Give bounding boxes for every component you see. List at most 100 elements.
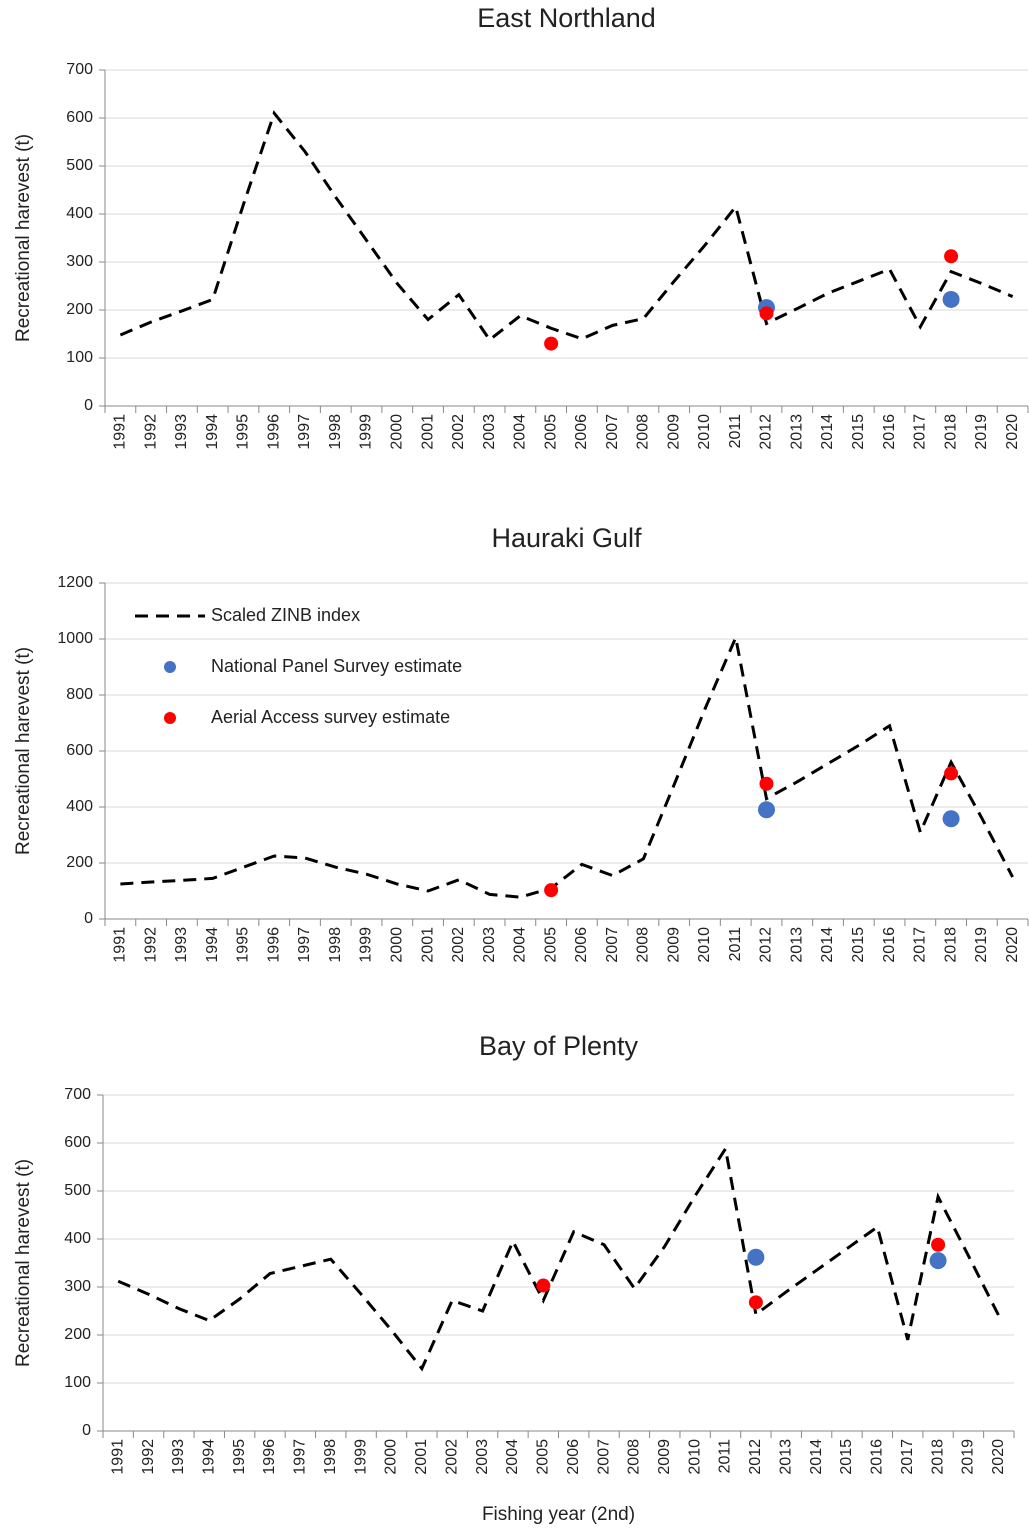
chart-title: East Northland — [477, 3, 656, 33]
y-tick-label: 600 — [66, 742, 93, 759]
series-point — [759, 776, 774, 791]
x-tick-label: 2012 — [758, 414, 775, 450]
x-tick-label: 2007 — [604, 414, 621, 450]
x-tick-label: 1991 — [112, 414, 129, 450]
x-tick-label: 1996 — [265, 414, 282, 450]
legend-swatch — [164, 712, 176, 724]
legend-label: Scaled ZINB index — [211, 605, 360, 625]
x-tick-label: 2015 — [850, 414, 867, 450]
x-tick-label: 2004 — [512, 414, 529, 450]
x-tick-label: 2005 — [535, 1439, 552, 1475]
series-point — [747, 1248, 765, 1266]
x-tick-label: 1999 — [358, 927, 375, 963]
x-tick-label: 2009 — [665, 927, 682, 963]
x-tick-label: 2016 — [869, 1439, 886, 1475]
y-tick-label: 100 — [64, 1374, 91, 1391]
x-tick-label: 2011 — [727, 927, 744, 962]
x-tick-label: 2014 — [819, 414, 836, 450]
y-tick-label: 0 — [82, 1422, 91, 1439]
x-tick-label: 2015 — [850, 927, 867, 963]
x-tick-label: 2017 — [912, 414, 929, 450]
series-point — [944, 249, 959, 264]
x-tick-label: 1997 — [296, 927, 313, 963]
series-point — [748, 1295, 763, 1310]
y-axis-label: Recreational harevest (t) — [13, 1159, 34, 1367]
x-tick-label: 2014 — [819, 927, 836, 963]
x-tick-label: 2010 — [696, 414, 713, 450]
x-tick-label: 2010 — [686, 1439, 703, 1475]
y-tick-label: 500 — [66, 157, 93, 174]
series-point — [536, 1278, 551, 1293]
x-tick-label: 1991 — [109, 1439, 126, 1475]
y-tick-label: 400 — [64, 1230, 91, 1247]
series-point — [942, 290, 960, 308]
x-tick-label: 2008 — [626, 1439, 643, 1475]
chart-title: Bay of Plenty — [479, 1031, 639, 1061]
x-tick-label: 2001 — [413, 1439, 430, 1475]
x-tick-label: 2000 — [383, 1439, 400, 1475]
x-tick-label: 2016 — [881, 927, 898, 963]
x-tick-label: 2005 — [542, 414, 559, 450]
x-tick-label: 2011 — [717, 1439, 734, 1474]
x-tick-label: 2002 — [450, 414, 467, 450]
x-tick-label: 2013 — [788, 927, 805, 963]
x-tick-label: 2016 — [881, 414, 898, 450]
x-tick-label: 1993 — [173, 927, 190, 963]
y-tick-label: 600 — [66, 109, 93, 126]
x-tick-label: 2018 — [942, 414, 959, 450]
x-tick-label: 1998 — [322, 1439, 339, 1475]
x-tick-label: 2019 — [973, 927, 990, 963]
x-tick-label: 2002 — [450, 927, 467, 963]
legend-label: National Panel Survey estimate — [211, 656, 462, 676]
x-tick-label: 2001 — [419, 414, 436, 450]
x-tick-label: 1992 — [142, 927, 159, 963]
y-axis-label: Recreational harevest (t) — [13, 647, 34, 855]
y-tick-label: 400 — [66, 798, 93, 815]
x-tick-label: 1993 — [173, 414, 190, 450]
y-tick-label: 800 — [66, 686, 93, 703]
x-tick-label: 2018 — [929, 1439, 946, 1475]
x-tick-label: 1993 — [170, 1439, 187, 1475]
series-point — [544, 336, 559, 351]
x-tick-label: 2019 — [973, 414, 990, 450]
series-line — [117, 1144, 1001, 1372]
x-tick-label: 2009 — [656, 1439, 673, 1475]
x-tick-label: 2007 — [595, 1439, 612, 1475]
x-tick-label: 1996 — [261, 1439, 278, 1475]
x-tick-label: 2019 — [960, 1439, 977, 1475]
series-line — [119, 110, 1014, 342]
x-tick-label: 2011 — [727, 414, 744, 449]
x-tick-label: 1995 — [231, 1439, 248, 1475]
y-tick-label: 400 — [66, 205, 93, 222]
x-tick-label: 1995 — [235, 927, 252, 963]
y-tick-label: 200 — [66, 301, 93, 318]
x-tick-label: 1991 — [112, 927, 129, 963]
series-point — [942, 810, 960, 828]
x-tick-label: 1995 — [235, 414, 252, 450]
y-tick-label: 700 — [66, 61, 93, 78]
y-tick-label: 100 — [66, 349, 93, 366]
y-tick-label: 200 — [64, 1326, 91, 1343]
legend-swatch — [164, 661, 176, 673]
x-tick-label: 2006 — [573, 414, 590, 450]
x-tick-label: 2003 — [481, 927, 498, 963]
y-axis-label: Recreational harevest (t) — [13, 134, 34, 342]
x-tick-label: 2000 — [389, 414, 406, 450]
x-tick-label: 2013 — [777, 1439, 794, 1475]
y-tick-label: 0 — [84, 397, 93, 414]
y-tick-label: 600 — [64, 1134, 91, 1151]
x-tick-label: 1999 — [358, 414, 375, 450]
x-tick-label: 1999 — [352, 1439, 369, 1475]
y-tick-label: 300 — [64, 1278, 91, 1295]
x-tick-label: 1997 — [296, 414, 313, 450]
x-tick-label: 2005 — [542, 927, 559, 963]
x-tick-label: 2014 — [808, 1439, 825, 1475]
y-tick-label: 0 — [84, 910, 93, 927]
x-tick-label: 2012 — [747, 1439, 764, 1475]
x-tick-label: 2006 — [565, 1439, 582, 1475]
series-point — [759, 306, 774, 321]
x-tick-label: 1997 — [292, 1439, 309, 1475]
x-tick-label: 1992 — [140, 1439, 157, 1475]
x-tick-label: 2003 — [481, 414, 498, 450]
